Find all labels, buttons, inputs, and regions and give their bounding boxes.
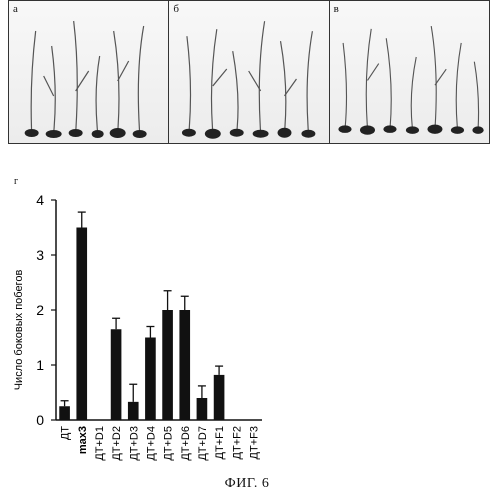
x-tick-label: ДТ+D2 [111,426,123,461]
photo-panel-a: а [9,1,169,143]
bar [145,338,156,421]
bar [76,228,87,421]
y-tick-label: 2 [36,302,44,318]
figure-caption: ФИГ. 6 [0,476,494,492]
plant-photo-b [169,1,328,143]
x-tick-label: ДТ [60,426,72,440]
photo-panel-b: б [169,1,329,143]
x-tick-label: ДТ+F3 [248,426,260,459]
bar-chart: 0 1 2 3 4 Число боковых побегов ДТ max3 ДТ+D1 ДТ+… [0,186,494,476]
bar [162,310,173,420]
y-tick-label: 4 [36,192,44,208]
x-tick-label: ДТ+D1 [94,426,106,461]
bar [111,329,122,420]
x-tick-label: ДТ+D4 [145,426,157,461]
bar [197,398,208,420]
plant-photo-v [330,1,489,143]
x-tick-label: ДТ+F1 [214,426,226,459]
x-tick-label: ДТ+F2 [231,426,243,459]
x-tick-label: max3 [77,426,89,454]
y-tick-label: 1 [36,357,44,373]
x-tick-label: ДТ+D6 [180,426,192,461]
y-tick-label: 3 [36,247,44,263]
bar [179,310,190,420]
bar [59,406,70,420]
plant-photo-strip: а б в [8,0,490,144]
x-tick-label: ДТ+D3 [128,426,140,461]
bar [214,375,225,420]
x-tick-label: ДТ+D5 [163,426,175,461]
y-axis-label: Число боковых побегов [13,270,25,391]
bar [128,402,139,420]
photo-panel-v: в [330,1,489,143]
y-tick-label: 0 [36,412,44,428]
plant-photo-a [9,1,168,143]
x-tick-label: ДТ+D7 [197,426,209,461]
